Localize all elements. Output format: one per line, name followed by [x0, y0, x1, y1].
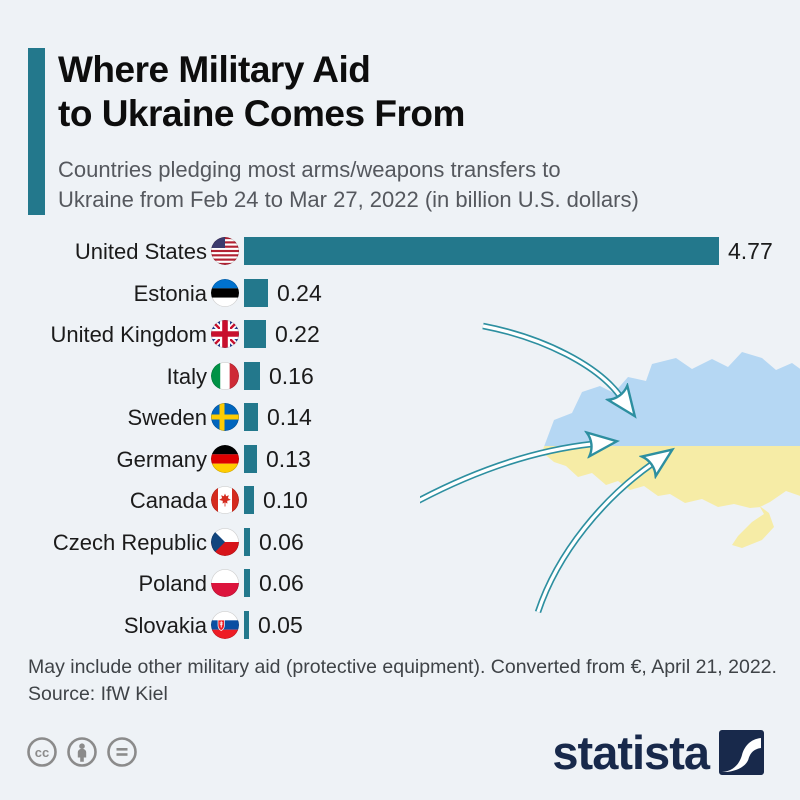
statista-logo[interactable]: statista	[552, 729, 764, 776]
country-label: United Kingdom	[50, 322, 207, 347]
statista-wordmark: statista	[552, 726, 710, 779]
page-title: Where Military Aid to Ukraine Comes From	[58, 48, 465, 136]
footnote-line-1: May include other military aid (protecti…	[28, 656, 777, 678]
value-bar	[244, 279, 268, 307]
italy-flag-icon	[211, 362, 239, 390]
title-line-1: Where Military Aid	[58, 49, 371, 90]
value-bar	[244, 362, 260, 390]
value-bar	[244, 569, 250, 597]
czech-flag-icon	[211, 528, 239, 556]
country-label: United States	[74, 239, 207, 264]
value-label: 0.13	[266, 446, 311, 472]
us-flag-icon	[211, 237, 239, 265]
chart-row: Slovakia 0.05	[0, 611, 800, 640]
value-label: 0.06	[259, 529, 304, 555]
value-label: 0.14	[267, 404, 312, 430]
statista-logo-icon	[719, 730, 764, 775]
value-label: 0.10	[263, 487, 308, 513]
value-label: 0.24	[277, 280, 322, 306]
country-label: Canada	[129, 488, 207, 513]
sweden-flag-icon	[211, 403, 239, 431]
chart-row: Czech Republic 0.06	[0, 528, 800, 557]
uk-flag-icon	[211, 320, 239, 348]
slovakia-flag-icon	[211, 611, 239, 639]
cc-icon[interactable]: cc	[26, 736, 58, 768]
value-bar	[244, 403, 258, 431]
chart-row: Estonia 0.24	[0, 279, 800, 308]
subtitle-line-2: Ukraine from Feb 24 to Mar 27, 2022 (in …	[58, 187, 639, 212]
value-label: 0.05	[258, 612, 303, 638]
value-label: 0.16	[269, 363, 314, 389]
country-label: Czech Republic	[52, 530, 207, 555]
chart-row: Sweden 0.14	[0, 403, 800, 432]
svg-text:cc: cc	[35, 745, 49, 760]
country-label: Estonia	[133, 281, 207, 306]
equal-license-icon[interactable]	[106, 736, 138, 768]
value-bar	[244, 611, 249, 639]
value-bar	[244, 528, 250, 556]
value-label: 0.22	[275, 321, 320, 347]
value-bar	[244, 445, 257, 473]
title-accent-bar	[28, 48, 45, 215]
chart-row: Poland 0.06	[0, 569, 800, 598]
value-bar	[244, 486, 254, 514]
value-bar	[244, 320, 266, 348]
poland-flag-icon	[211, 569, 239, 597]
footnote: May include other military aid (protecti…	[28, 654, 777, 708]
title-line-2: to Ukraine Comes From	[58, 93, 465, 134]
country-label: Italy	[166, 364, 207, 389]
chart-row: Canada 0.10	[0, 486, 800, 515]
value-bar	[244, 237, 719, 265]
chart-subtitle: Countries pledging most arms/weapons tra…	[58, 155, 639, 215]
chart-row: United States 4.77	[0, 237, 800, 266]
subtitle-line-1: Countries pledging most arms/weapons tra…	[58, 157, 561, 182]
country-label: Poland	[138, 571, 207, 596]
country-label: Slovakia	[123, 613, 207, 638]
value-label: 4.77	[728, 238, 773, 264]
source-line: Source: IfW Kiel	[28, 683, 168, 705]
canada-flag-icon	[211, 486, 239, 514]
chart-row: United Kingdom 0.22	[0, 320, 800, 349]
chart-row: Italy 0.16	[0, 362, 800, 391]
license-badges[interactable]: cc	[26, 736, 138, 768]
estonia-flag-icon	[211, 279, 239, 307]
country-label: Germany	[116, 447, 207, 472]
chart-row: Germany 0.13	[0, 445, 800, 474]
germany-flag-icon	[211, 445, 239, 473]
attribution-icon[interactable]	[66, 736, 98, 768]
country-label: Sweden	[127, 405, 207, 430]
value-label: 0.06	[259, 570, 304, 596]
